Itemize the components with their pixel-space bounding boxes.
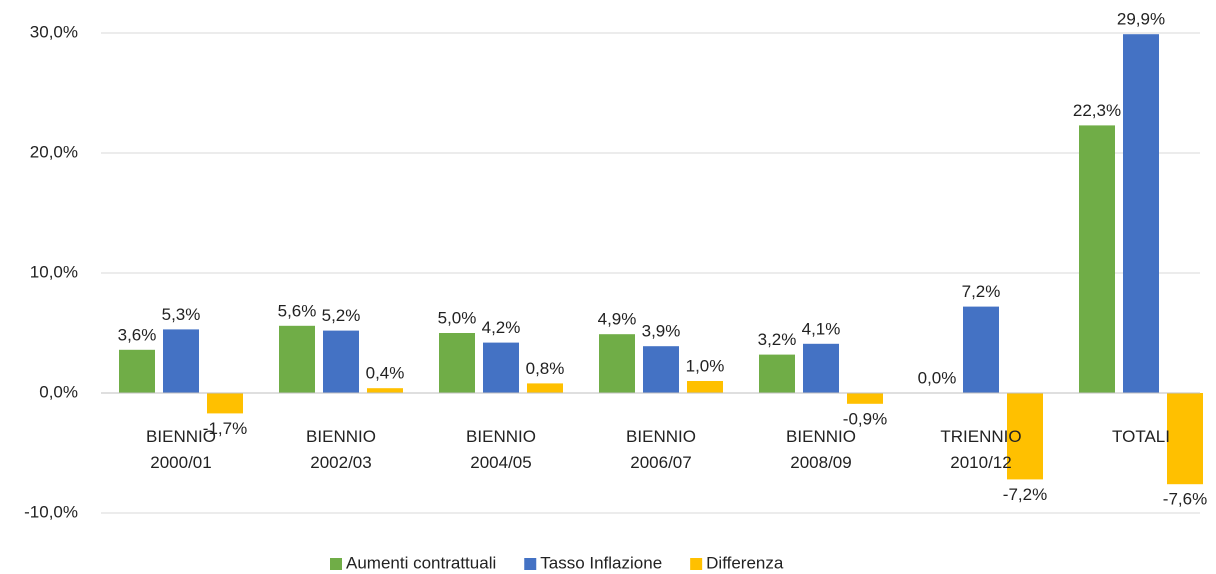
bar	[687, 381, 723, 393]
value-label: 4,2%	[482, 318, 521, 337]
value-label: 5,0%	[438, 308, 477, 327]
legend-swatch	[524, 558, 537, 570]
value-label: -0,9%	[843, 409, 887, 428]
value-label: 22,3%	[1073, 101, 1121, 120]
value-label: -1,7%	[203, 419, 247, 438]
value-label: 0,4%	[366, 364, 405, 383]
value-label: 1,0%	[686, 356, 725, 375]
y-tick-label: 30,0%	[30, 22, 78, 41]
legend-swatch	[690, 558, 703, 570]
x-tick-label: BIENNIO 2000/01	[146, 427, 216, 472]
bar	[599, 334, 635, 393]
value-label: 4,9%	[598, 310, 637, 329]
value-label: -7,6%	[1163, 490, 1207, 509]
value-label: 7,2%	[962, 282, 1001, 301]
bar	[367, 388, 403, 393]
bar	[643, 346, 679, 393]
value-label: 5,3%	[162, 305, 201, 324]
value-label: 3,2%	[758, 330, 797, 349]
bar	[1123, 34, 1159, 393]
value-label: 3,6%	[118, 325, 157, 344]
bar	[1007, 393, 1043, 480]
legend-label: Aumenti contrattuali	[346, 553, 496, 572]
x-tick-label: TOTALI	[1112, 427, 1170, 446]
bar	[963, 306, 999, 393]
bar	[527, 383, 563, 393]
bar	[279, 325, 315, 393]
y-tick-label: 0,0%	[39, 382, 78, 401]
bar	[1167, 393, 1203, 485]
x-tick-label: BIENNIO 2004/05	[466, 427, 536, 472]
value-label: 4,1%	[802, 319, 841, 338]
y-tick-label: -10,0%	[24, 502, 78, 521]
x-tick-label: BIENNIO 2006/07	[626, 427, 696, 472]
value-label: 29,9%	[1117, 10, 1165, 29]
x-tick-label: TRIENNIO 2010/12	[940, 427, 1022, 472]
bar	[1079, 125, 1115, 394]
bar	[207, 393, 243, 414]
bar	[847, 393, 883, 404]
legend-label: Tasso Inflazione	[540, 553, 662, 572]
value-label: -7,2%	[1003, 485, 1047, 504]
bar	[163, 329, 199, 393]
x-tick-label: BIENNIO 2002/03	[306, 427, 376, 472]
y-tick-label: 10,0%	[30, 262, 78, 281]
x-tick-label: BIENNIO 2008/09	[786, 427, 856, 472]
value-label: 3,9%	[642, 322, 681, 341]
value-label: 5,2%	[322, 306, 361, 325]
bar	[439, 333, 475, 393]
y-tick-label: 20,0%	[30, 142, 78, 161]
bar	[803, 343, 839, 393]
bar	[323, 330, 359, 393]
legend-swatch	[330, 558, 342, 570]
legend-label: Differenza	[706, 553, 784, 572]
bar	[119, 349, 155, 393]
bar	[759, 354, 795, 393]
value-label: 0,0%	[918, 368, 957, 387]
value-label: 0,8%	[526, 359, 565, 378]
value-label: 5,6%	[278, 301, 317, 320]
bar	[483, 342, 519, 393]
